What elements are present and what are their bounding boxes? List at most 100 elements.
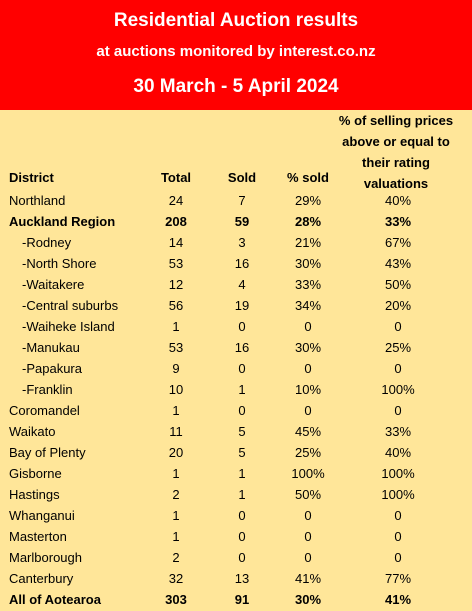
table-row: Northland 24 7 29% 40% xyxy=(0,190,472,211)
total-cell: 53 xyxy=(168,340,184,355)
pct-sold-cell: 30% xyxy=(294,340,322,355)
pct-sold-cell: 0 xyxy=(304,550,312,565)
table-row: Gisborne 1 1 100% 100% xyxy=(0,463,472,484)
total-cell: 303 xyxy=(165,592,187,607)
pct-above-cell: 0 xyxy=(394,550,402,565)
district-cell: Gisborne xyxy=(9,466,62,481)
pct-sold-cell: 50% xyxy=(294,487,322,502)
sold-cell: 19 xyxy=(234,298,250,313)
total-cell: 1 xyxy=(172,529,180,544)
pct-sold-cell: 0 xyxy=(304,529,312,544)
pct-above-cell: 0 xyxy=(394,529,402,544)
table-body: Northland 24 7 29% 40% Auckland Region 208 59 28… xyxy=(0,190,472,610)
sold-cell: 16 xyxy=(234,256,250,271)
pct-sold-cell: 29% xyxy=(294,193,322,208)
district-cell: -Rodney xyxy=(22,235,72,250)
table-row: All of Aotearoa 303 91 30% 41% xyxy=(0,589,472,610)
total-cell: 1 xyxy=(172,403,180,418)
header-district: District xyxy=(9,170,54,185)
pct-above-cell: 33% xyxy=(384,214,412,229)
total-cell: 32 xyxy=(168,571,184,586)
sold-cell: 0 xyxy=(238,508,246,523)
pct-above-cell: 0 xyxy=(394,403,402,418)
pct-above-cell: 25% xyxy=(384,340,412,355)
district-cell: -Papakura xyxy=(22,361,82,376)
total-cell: 2 xyxy=(172,550,180,565)
table-row: Coromandel 1 0 0 0 xyxy=(0,400,472,421)
table-row: -Papakura 9 0 0 0 xyxy=(0,358,472,379)
sold-cell: 91 xyxy=(234,592,250,607)
table-row: -Rodney 14 3 21% 67% xyxy=(0,232,472,253)
pct-above-cell: 40% xyxy=(384,193,412,208)
table-row: -Franklin 10 1 10% 100% xyxy=(0,379,472,400)
sold-cell: 1 xyxy=(238,466,246,481)
total-cell: 14 xyxy=(168,235,184,250)
total-cell: 20 xyxy=(168,445,184,460)
pct-sold-cell: 10% xyxy=(294,382,322,397)
district-cell: Auckland Region xyxy=(9,214,116,229)
report-title: Residential Auction results xyxy=(113,10,359,31)
pct-sold-cell: 30% xyxy=(294,592,322,607)
table-row: Whanganui 1 0 0 0 xyxy=(0,505,472,526)
district-cell: Hastings xyxy=(9,487,60,502)
sold-cell: 7 xyxy=(238,193,246,208)
sold-cell: 3 xyxy=(238,235,246,250)
table-row: -Central suburbs 56 19 34% 20% xyxy=(0,295,472,316)
district-cell: -Franklin xyxy=(22,382,73,397)
report-subtitle: at auctions monitored by interest.co.nz xyxy=(96,43,376,60)
table-row: -Waitakere 12 4 33% 50% xyxy=(0,274,472,295)
pct-above-cell: 100% xyxy=(381,382,415,397)
pct-sold-cell: 0 xyxy=(304,361,312,376)
pct-above-cell: 100% xyxy=(381,487,415,502)
header-pct-sold: % sold xyxy=(287,170,329,185)
sold-cell: 0 xyxy=(238,403,246,418)
total-cell: 2 xyxy=(172,487,180,502)
district-cell: -Central suburbs xyxy=(22,298,119,313)
table-row: Marlborough 2 0 0 0 xyxy=(0,547,472,568)
table-row: Bay of Plenty 20 5 25% 40% xyxy=(0,442,472,463)
pct-above-cell: 0 xyxy=(394,508,402,523)
table-row: -North Shore 53 16 30% 43% xyxy=(0,253,472,274)
table-row: Hastings 2 1 50% 100% xyxy=(0,484,472,505)
header-total: Total xyxy=(160,170,192,185)
pct-sold-cell: 21% xyxy=(294,235,322,250)
district-cell: -North Shore xyxy=(22,256,97,271)
total-cell: 12 xyxy=(168,277,184,292)
total-cell: 1 xyxy=(172,466,180,481)
sold-cell: 0 xyxy=(238,529,246,544)
sold-cell: 1 xyxy=(238,487,246,502)
pct-sold-cell: 0 xyxy=(304,319,312,334)
table-row: -Waiheke Island 1 0 0 0 xyxy=(0,316,472,337)
total-cell: 53 xyxy=(168,256,184,271)
sold-cell: 13 xyxy=(234,571,250,586)
total-cell: 208 xyxy=(165,214,187,229)
district-cell: Bay of Plenty xyxy=(9,445,86,460)
table-row: Auckland Region 208 59 28% 33% xyxy=(0,211,472,232)
total-cell: 24 xyxy=(168,193,184,208)
header-pct-above-valuation: % of selling prices above or equal to th… xyxy=(338,113,454,191)
pct-sold-cell: 25% xyxy=(294,445,322,460)
pct-above-cell: 40% xyxy=(384,445,412,460)
district-cell: Northland xyxy=(9,193,66,208)
pct-sold-cell: 34% xyxy=(294,298,322,313)
pct-above-cell: 20% xyxy=(384,298,412,313)
pct-above-cell: 67% xyxy=(384,235,412,250)
sold-cell: 59 xyxy=(234,214,250,229)
sold-cell: 5 xyxy=(238,424,246,439)
title-banner: Residential Auction results at auctions … xyxy=(0,0,472,110)
total-cell: 56 xyxy=(168,298,184,313)
district-cell: Coromandel xyxy=(9,403,80,418)
district-cell: All of Aotearoa xyxy=(9,592,101,607)
pct-above-cell: 33% xyxy=(384,424,412,439)
pct-above-cell: 41% xyxy=(384,592,412,607)
pct-sold-cell: 41% xyxy=(294,571,322,586)
pct-above-cell: 100% xyxy=(381,466,415,481)
pct-above-cell: 0 xyxy=(394,319,402,334)
district-cell: Waikato xyxy=(9,424,56,439)
pct-sold-cell: 28% xyxy=(294,214,322,229)
sold-cell: 0 xyxy=(238,550,246,565)
total-cell: 9 xyxy=(172,361,180,376)
sold-cell: 0 xyxy=(238,361,246,376)
sold-cell: 4 xyxy=(238,277,246,292)
